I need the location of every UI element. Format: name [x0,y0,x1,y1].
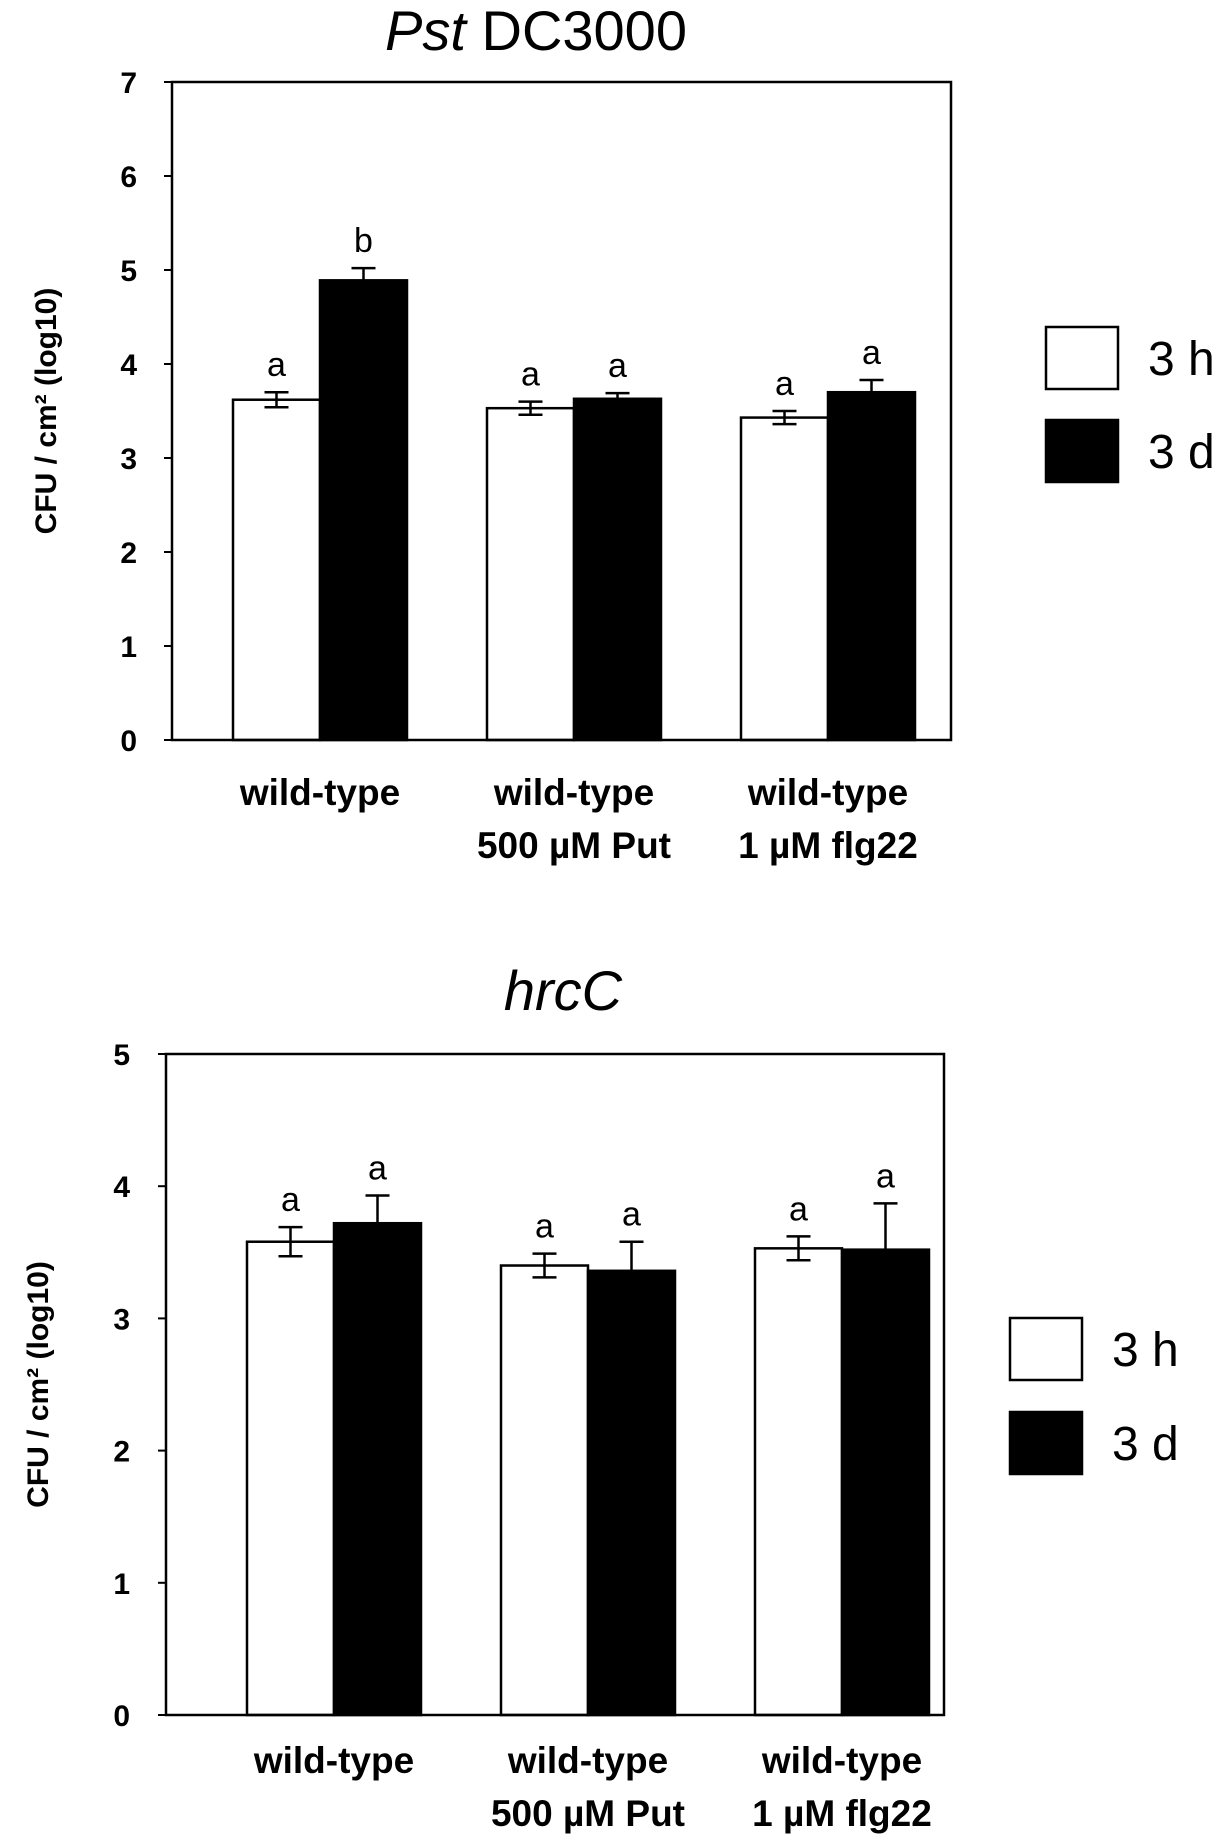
error-bar [859,378,884,393]
legend-label: 3 d [1148,426,1215,479]
error-bar [351,266,376,281]
bar-3d-cat2 [586,1269,677,1717]
x-category-label: wild-type [493,772,654,813]
x-category-label: 500 µM Put [477,825,671,866]
chart-title-rest: DC3000 [466,0,687,62]
y-tick-label: 1 [120,631,137,664]
error-bar [772,409,797,426]
chart-2: hrcC CFU / cm² (log10) 0 1 2 3 4 5 a a wild-type a a… [22,959,1179,1834]
error-bar [365,1194,390,1224]
bar-3h-cat3 [753,1247,844,1717]
significance-label: a [622,1196,641,1234]
legend: 3 h 3 d [1008,1316,1179,1476]
bar-3d-cat3 [826,390,917,742]
x-category-label: 1 µM flg22 [752,1793,932,1834]
significance-label: a [267,346,286,384]
y-tick-label: 0 [120,725,137,758]
legend-label: 3 d [1112,1418,1179,1471]
significance-label: a [521,356,540,394]
y-tick-label: 5 [113,1039,130,1072]
plot-frame [164,1052,946,1717]
y-tick-label: 2 [120,537,137,570]
bar-3h-cat3 [739,416,830,742]
chart-title-italic: Pst [385,0,468,62]
bar-3d-cat1 [332,1221,423,1717]
legend-swatch [1008,1316,1084,1382]
error-bar [532,1252,557,1279]
error-bar [605,391,630,399]
error-bar [278,1225,303,1258]
significance-label: a [608,347,627,385]
y-axis-label: CFU / cm² (log10) [30,288,63,535]
significance-label: a [789,1190,808,1228]
chart-1: Pst DC3000 CFU / cm² (log10) 0 1 2 3 4 5 6 7 a b wil… [30,0,1215,866]
x-category-label: wild-type [253,1740,414,1781]
plot-frame [170,80,953,742]
chart-title: Pst DC3000 [385,0,687,62]
bar-3d-cat1 [318,279,409,742]
error-bar [518,400,543,417]
x-category-label: wild-type [507,1740,668,1781]
x-category-label: wild-type [747,772,908,813]
chart-title: hrcC [504,959,623,1022]
bar-3d-cat2 [572,397,663,742]
legend: 3 h 3 d [1044,325,1215,484]
significance-label: a [368,1149,387,1187]
bar-3h-cat1 [245,1240,336,1717]
legend-swatch [1044,418,1120,484]
error-bar [264,390,289,409]
legend-swatch [1008,1410,1084,1476]
bar-3h-cat2 [499,1264,590,1717]
significance-label: a [862,334,881,372]
y-tick-label: 6 [120,161,137,194]
chart-title-italic: hrcC [504,959,623,1022]
bar-3d-cat3 [840,1248,931,1717]
x-category-label: 500 µM Put [491,1793,685,1834]
significance-label: a [775,365,794,403]
bar-3h-cat1 [231,398,322,742]
y-tick-label: 7 [120,67,137,100]
y-tick-label: 5 [120,255,137,288]
error-bar [873,1202,898,1250]
legend-label: 3 h [1148,333,1215,386]
y-tick-label: 3 [120,443,137,476]
bar-3h-cat2 [485,406,576,742]
error-bar [786,1235,811,1262]
y-tick-label: 1 [113,1568,130,1601]
error-bar [619,1240,644,1271]
significance-label: a [281,1181,300,1219]
y-tick-label: 4 [120,349,137,382]
y-tick-label: 2 [113,1436,130,1469]
legend-swatch [1044,325,1120,391]
x-category-label: wild-type [239,772,400,813]
y-tick-label: 0 [113,1700,130,1733]
significance-label: b [354,222,373,260]
x-category-label: wild-type [761,1740,922,1781]
x-category-label: 1 µM flg22 [738,825,918,866]
significance-label: a [535,1208,554,1246]
legend-label: 3 h [1112,1324,1179,1377]
significance-label: a [876,1157,895,1195]
y-tick-label: 4 [113,1171,130,1204]
y-tick-label: 3 [113,1303,130,1336]
y-axis-label: CFU / cm² (log10) [22,1261,55,1508]
